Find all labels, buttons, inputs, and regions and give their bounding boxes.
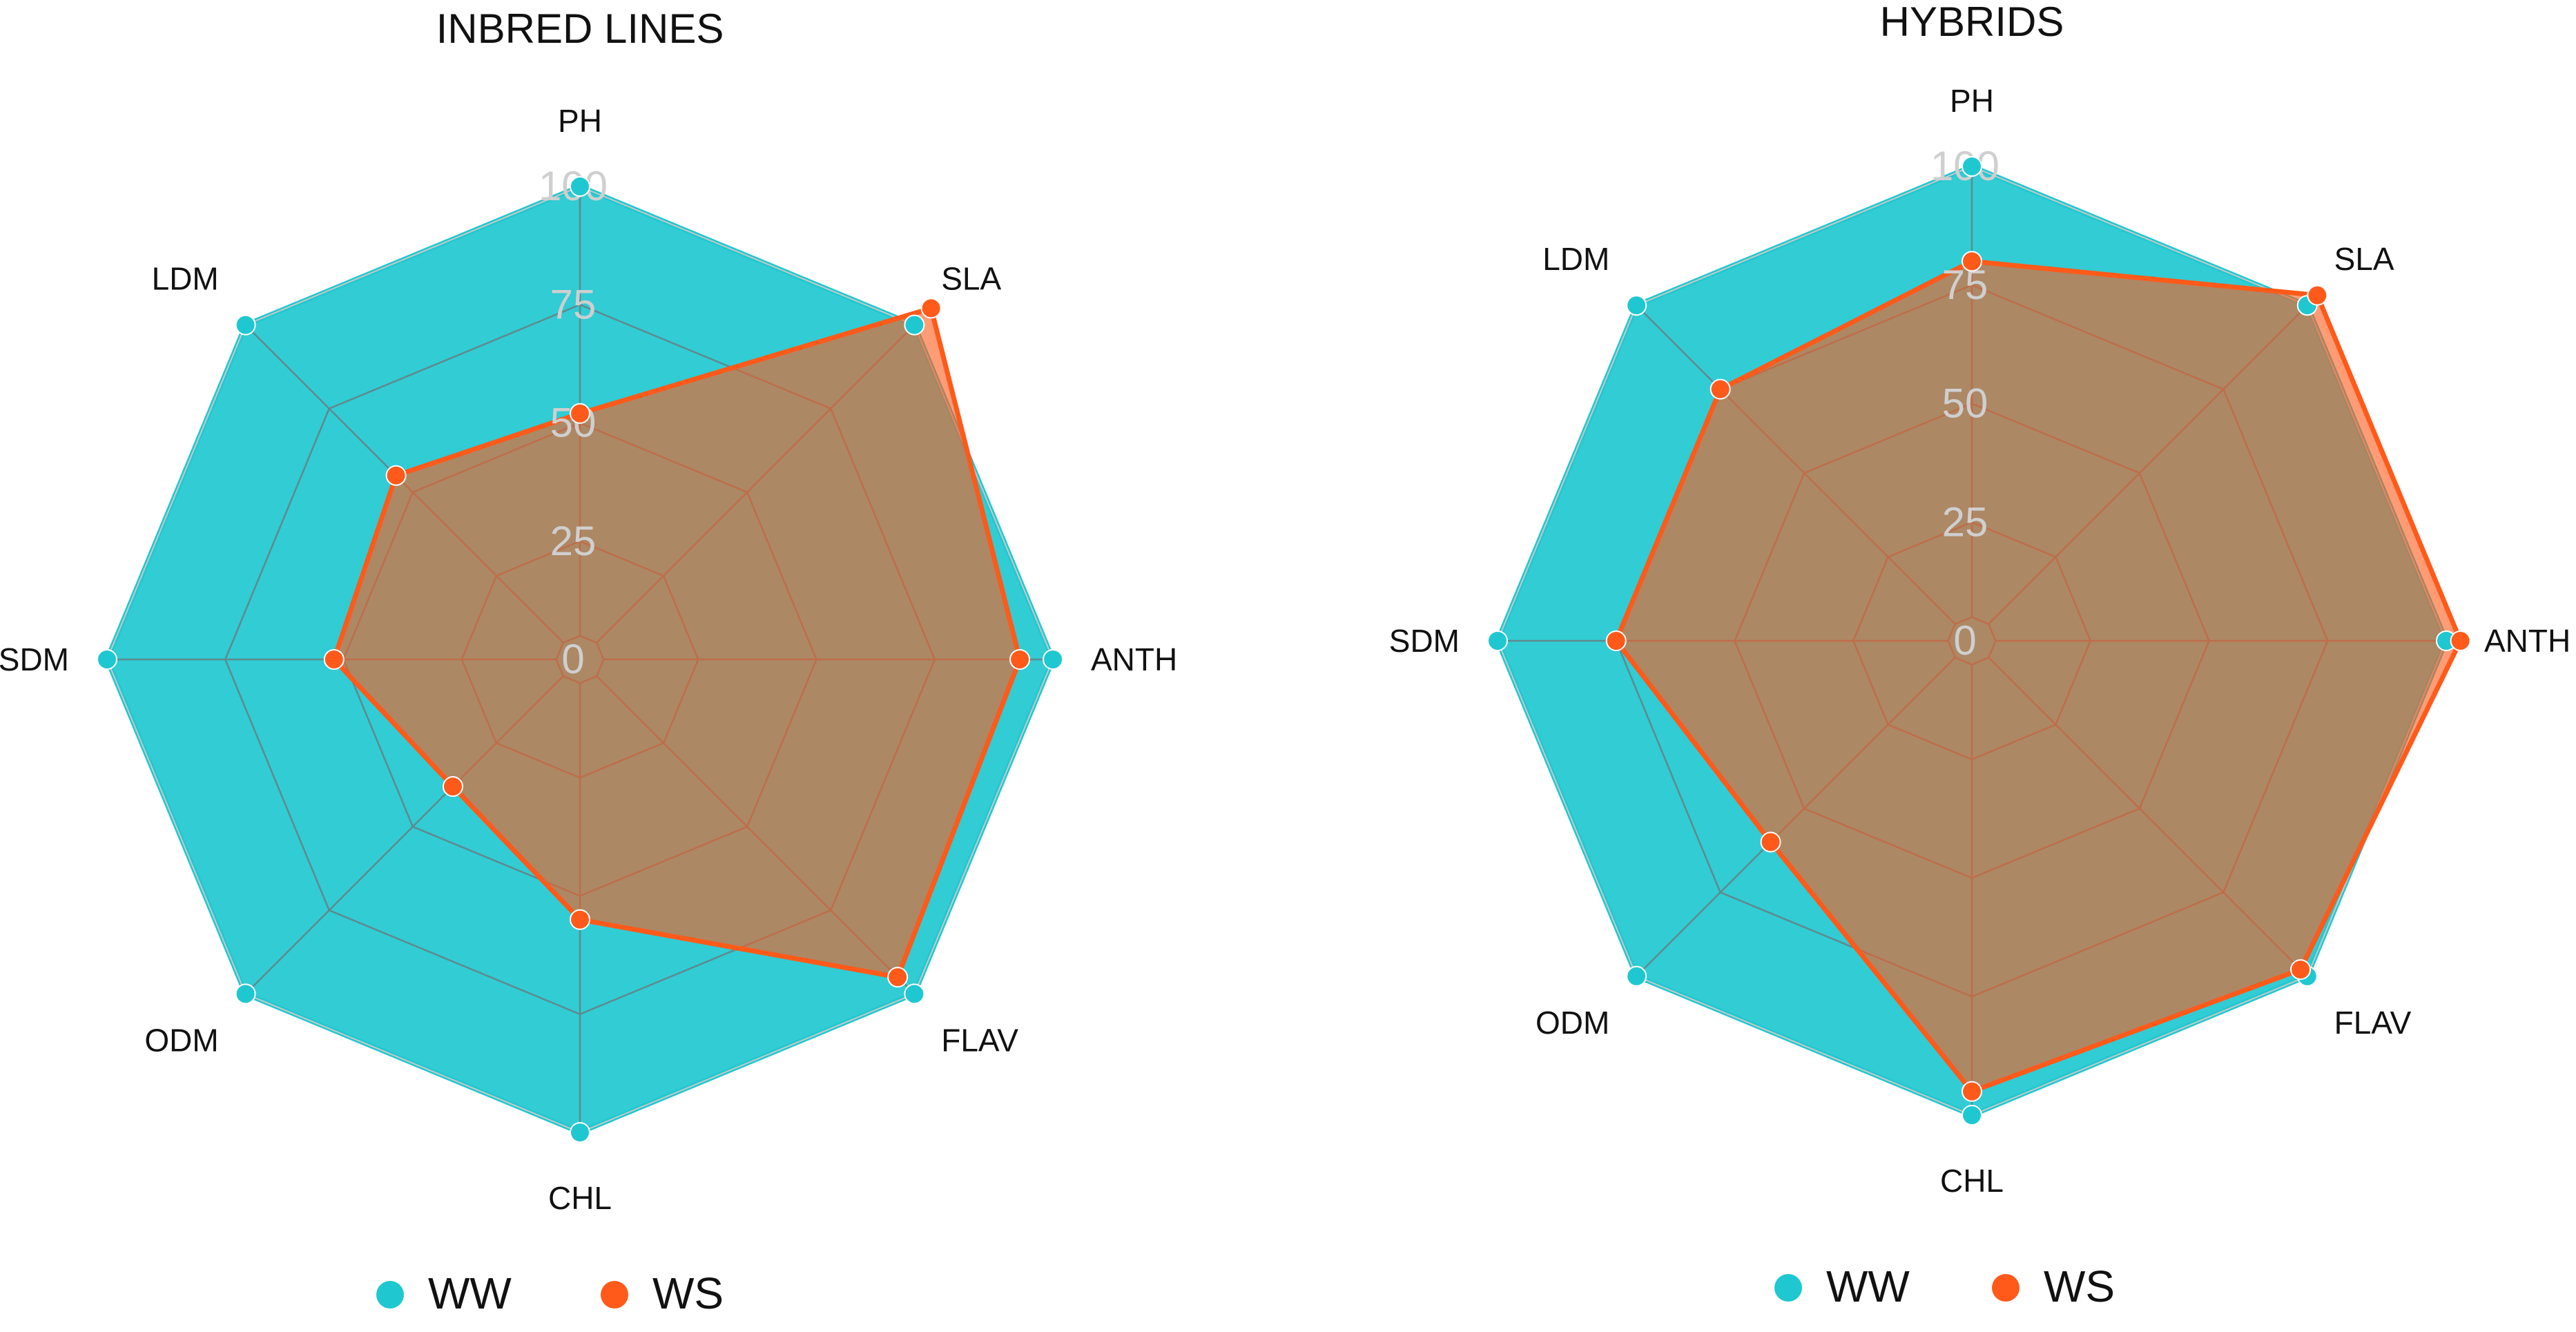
point-ww-chl bbox=[570, 1122, 590, 1143]
radar-chart-1: HYBRIDS0255075100PHSLAANTHFLAVCHLODMSDML… bbox=[1389, 0, 2570, 1311]
axis-label-chl: CHL bbox=[1940, 1163, 2004, 1199]
point-ws-chl bbox=[1962, 1081, 1982, 1102]
point-ww-sdm bbox=[1487, 630, 1508, 651]
axis-label-flav: FLAV bbox=[941, 1023, 1018, 1059]
axis-label-odm: ODM bbox=[144, 1023, 218, 1059]
chart-title: HYBRIDS bbox=[1880, 0, 2064, 45]
point-ws-sla bbox=[2307, 284, 2328, 306]
legend-marker-ww bbox=[376, 1281, 404, 1309]
point-ww-sdm bbox=[97, 649, 117, 670]
radial-tick-label: 25 bbox=[1942, 499, 1988, 545]
axis-label-sla: SLA bbox=[2334, 241, 2394, 277]
axis-label-ph: PH bbox=[1950, 83, 1994, 119]
radial-tick-label: 0 bbox=[561, 636, 584, 682]
point-ww-chl bbox=[1962, 1105, 1982, 1126]
radial-tick-label: 75 bbox=[1942, 262, 1988, 308]
radial-tick-label: 0 bbox=[1953, 617, 1976, 664]
point-ws-anth bbox=[1009, 649, 1031, 670]
point-ws-sdm bbox=[323, 649, 345, 670]
radial-tick-label: 50 bbox=[1942, 380, 1988, 427]
point-ws-chl bbox=[570, 909, 590, 930]
point-ws-ph bbox=[1962, 251, 1982, 272]
axis-label-anth: ANTH bbox=[2484, 623, 2570, 659]
point-ww-ph bbox=[1962, 156, 1982, 177]
axis-label-ldm: LDM bbox=[152, 260, 219, 296]
point-ws-flav bbox=[2290, 959, 2312, 981]
legend-marker-ws bbox=[1992, 1274, 2020, 1302]
point-ws-flav bbox=[887, 967, 909, 988]
axis-label-sla: SLA bbox=[941, 260, 1001, 296]
legend-label-ww: WW bbox=[428, 1268, 512, 1318]
point-ws-anth bbox=[2450, 630, 2471, 651]
point-ws-odm bbox=[442, 776, 463, 798]
point-ws-odm bbox=[1760, 831, 1781, 853]
legend: WW WS bbox=[376, 1268, 724, 1318]
axis-label-sdm: SDM bbox=[1389, 623, 1460, 659]
radial-tick-label: 75 bbox=[550, 281, 597, 327]
radial-tick-label: 25 bbox=[550, 518, 597, 564]
axis-label-anth: ANTH bbox=[1091, 641, 1177, 677]
point-ww-sla bbox=[904, 314, 925, 336]
legend: WW WS bbox=[1774, 1262, 2115, 1311]
axis-label-odm: ODM bbox=[1536, 1005, 1609, 1041]
axis-label-chl: CHL bbox=[548, 1180, 612, 1216]
legend-marker-ww bbox=[1774, 1274, 1802, 1302]
chart-title: INBRED LINES bbox=[436, 6, 724, 52]
point-ws-ldm bbox=[385, 465, 407, 486]
point-ws-ph bbox=[570, 403, 590, 424]
point-ww-anth bbox=[1043, 649, 1063, 670]
point-ws-sla bbox=[920, 298, 942, 319]
legend-label-ww: WW bbox=[1826, 1262, 1910, 1311]
legend-label-ws: WS bbox=[652, 1268, 724, 1318]
point-ww-ph bbox=[570, 176, 590, 197]
axis-label-flav: FLAV bbox=[2334, 1005, 2412, 1041]
point-ws-sdm bbox=[1605, 630, 1627, 651]
point-ww-ldm bbox=[235, 314, 256, 336]
point-ww-flav bbox=[904, 983, 925, 1005]
point-ww-ldm bbox=[1626, 295, 1647, 316]
point-ws-ldm bbox=[1710, 378, 1731, 400]
legend-label-ws: WS bbox=[2044, 1262, 2115, 1311]
axis-label-sdm: SDM bbox=[0, 641, 69, 677]
axis-label-ph: PH bbox=[558, 103, 602, 139]
point-ww-odm bbox=[1626, 965, 1647, 987]
legend-marker-ws bbox=[601, 1281, 628, 1309]
radar-chart-0: INBRED LINES0255075100PHSLAANTHFLAVCHLOD… bbox=[0, 6, 1177, 1318]
point-ww-odm bbox=[235, 983, 256, 1005]
axis-label-ldm: LDM bbox=[1542, 241, 1609, 277]
